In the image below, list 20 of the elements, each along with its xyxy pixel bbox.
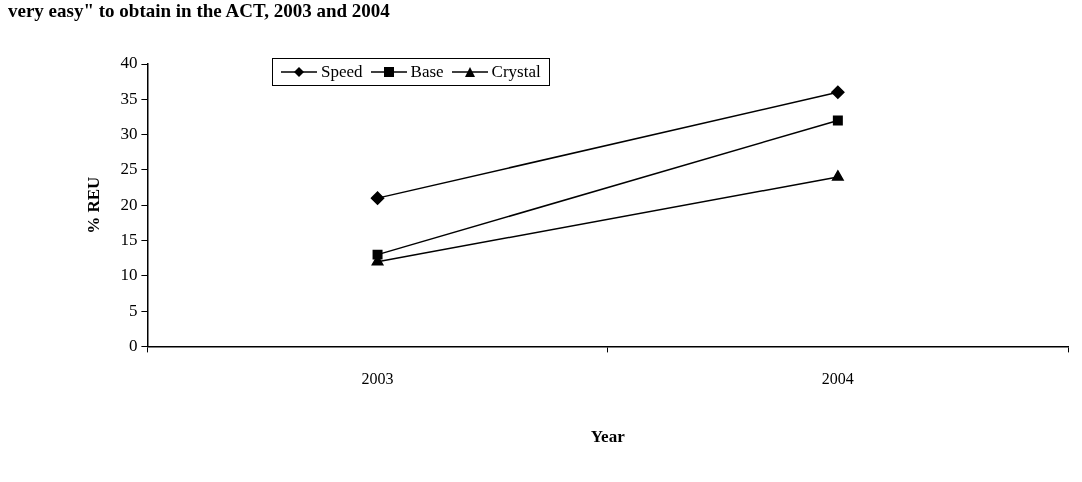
- chart-title: very easy" to obtain in the ACT, 2003 and 2004: [8, 0, 390, 22]
- legend-label: Crystal: [491, 62, 541, 82]
- point: [832, 115, 843, 126]
- y-tick-label: 20: [120, 194, 138, 214]
- x-tick-label: 2004: [821, 370, 854, 388]
- point: [831, 85, 845, 99]
- y-tick-label: 25: [120, 159, 138, 179]
- y-tick-label: 10: [120, 265, 138, 285]
- y-tick-label: 15: [120, 229, 138, 249]
- y-tick-label: 5: [128, 300, 138, 320]
- y-tick-label: 40: [120, 53, 138, 73]
- point: [370, 191, 385, 205]
- legend-label: Base: [410, 62, 444, 82]
- y-tick-label: 35: [120, 88, 138, 108]
- y-tick-label: 0: [128, 335, 138, 355]
- y-axis-title: % REU: [83, 176, 103, 234]
- y-tick-label: 30: [120, 124, 138, 144]
- x-axis-title: Year: [590, 427, 626, 447]
- x-tick-label: 2003: [361, 370, 394, 388]
- legend-label: Speed: [321, 62, 363, 82]
